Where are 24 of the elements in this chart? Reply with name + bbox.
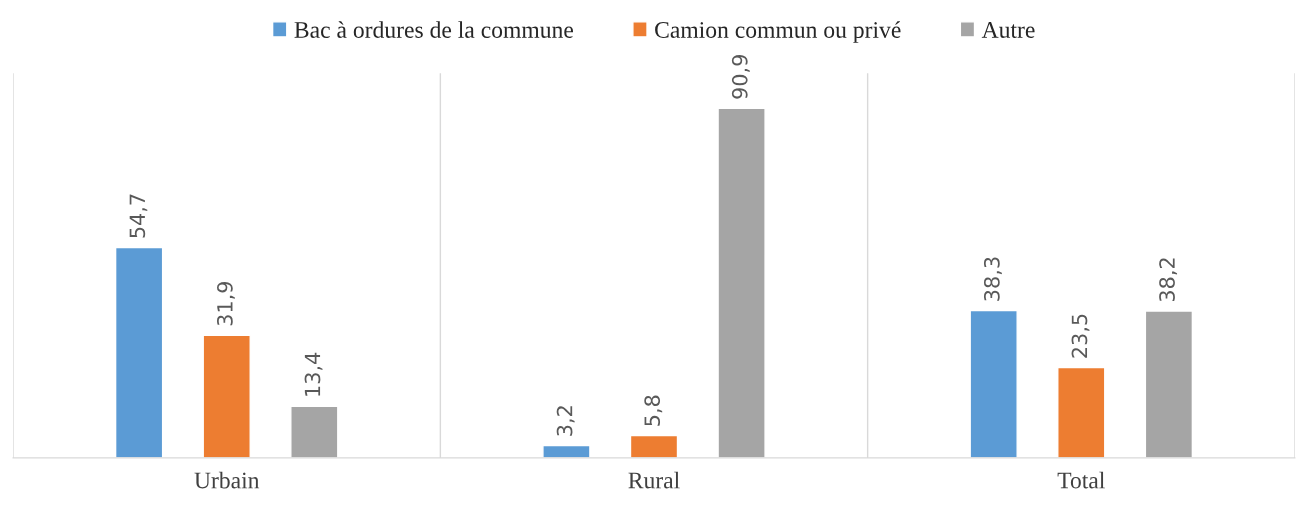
data-label: 54,7 bbox=[129, 194, 148, 238]
data-label: 38,3 bbox=[983, 257, 1002, 301]
x-tick-label: Rural bbox=[628, 471, 680, 489]
data-label: 38,2 bbox=[1159, 258, 1178, 302]
data-label: 90,9 bbox=[731, 55, 750, 99]
bar bbox=[969, 309, 1018, 458]
x-tick-label: Urbain bbox=[194, 471, 260, 489]
data-label: 23,5 bbox=[1071, 314, 1090, 358]
data-label: 5,8 bbox=[644, 395, 663, 426]
legend-label: Bac à ordures de la commune bbox=[294, 21, 573, 38]
x-tick-label: Total bbox=[1057, 471, 1105, 489]
bar bbox=[629, 434, 679, 458]
bar bbox=[1144, 310, 1194, 458]
bar bbox=[202, 334, 251, 458]
bar bbox=[1057, 366, 1106, 458]
data-label: 31,9 bbox=[217, 281, 235, 326]
legend-label: Camion commun ou privé bbox=[655, 21, 901, 43]
bar bbox=[542, 444, 591, 458]
data-label: 13,4 bbox=[304, 352, 323, 396]
bar bbox=[717, 107, 766, 458]
bar bbox=[114, 246, 164, 458]
data-label: 3,2 bbox=[556, 406, 575, 436]
legend-label: Autre bbox=[981, 22, 1035, 38]
bar bbox=[290, 405, 339, 458]
